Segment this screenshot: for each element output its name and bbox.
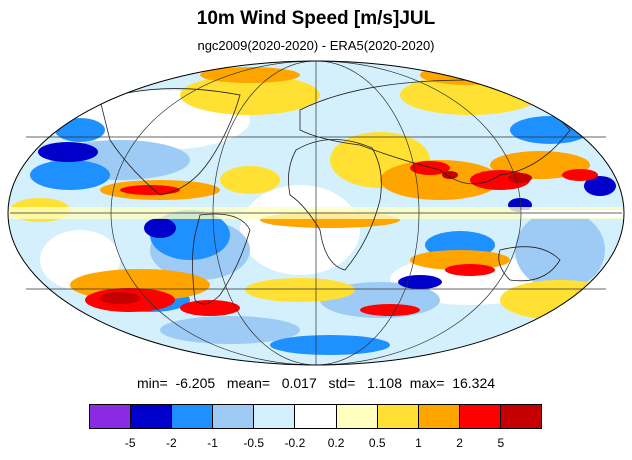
colorbar-swatch bbox=[172, 405, 214, 428]
colorbar-swatch bbox=[90, 405, 132, 428]
colorbar-swatch bbox=[213, 405, 255, 428]
colorbar-swatch bbox=[131, 405, 173, 428]
coastlines bbox=[99, 79, 571, 305]
colorbar-tick-label: 0.2 bbox=[327, 436, 345, 450]
map-border bbox=[7, 60, 625, 366]
stat-std-label: std= bbox=[328, 375, 356, 391]
plot-title: 10m Wind Speed [m/s]JUL bbox=[196, 8, 436, 29]
colorbar-tick-label: -5 bbox=[124, 436, 136, 450]
stat-min-label: min= bbox=[136, 375, 168, 391]
colorbar-swatch bbox=[418, 405, 460, 428]
stat-mean-value: 0.017 bbox=[281, 375, 317, 391]
colorbar bbox=[89, 404, 542, 429]
stat-max-label: max= bbox=[409, 375, 445, 391]
stat-std-value: 1.108 bbox=[366, 375, 403, 391]
colorbar-swatch bbox=[336, 405, 378, 428]
colorbar-tick-label: 2 bbox=[456, 436, 463, 450]
stat-mean-label: mean= bbox=[226, 375, 271, 391]
colorbar-tick-label: 1 bbox=[415, 436, 422, 450]
colorbar-ticks: -5 -2 -1 -0.5 -0.2 0.2 0.5 1 2 5 bbox=[89, 436, 542, 452]
colorbar-swatch bbox=[459, 405, 501, 428]
plot-subtitle: ngc2009(2020-2020) - ERA5(2020-2020) bbox=[197, 38, 435, 53]
stat-min-value: -6.205 bbox=[175, 375, 216, 391]
colorbar-swatch bbox=[254, 405, 296, 428]
colorbar-swatch bbox=[295, 405, 337, 428]
stat-max-value: 16.324 bbox=[452, 375, 496, 391]
colorbar-swatch bbox=[377, 405, 419, 428]
colorbar-tick-label: -1 bbox=[207, 436, 218, 450]
colorbar-tick-label: -0.5 bbox=[243, 436, 265, 450]
colorbar-tick-label: 5 bbox=[497, 436, 505, 450]
colorbar-tick-label: -2 bbox=[166, 436, 177, 450]
stats-line: min= -6.205 mean= 0.017 std= 1.108 max= … bbox=[0, 375, 632, 391]
colorbar-tick-label: 0.5 bbox=[368, 436, 386, 450]
colorbar-swatch bbox=[500, 405, 542, 428]
colorbar-tick-label: -0.2 bbox=[284, 436, 306, 450]
